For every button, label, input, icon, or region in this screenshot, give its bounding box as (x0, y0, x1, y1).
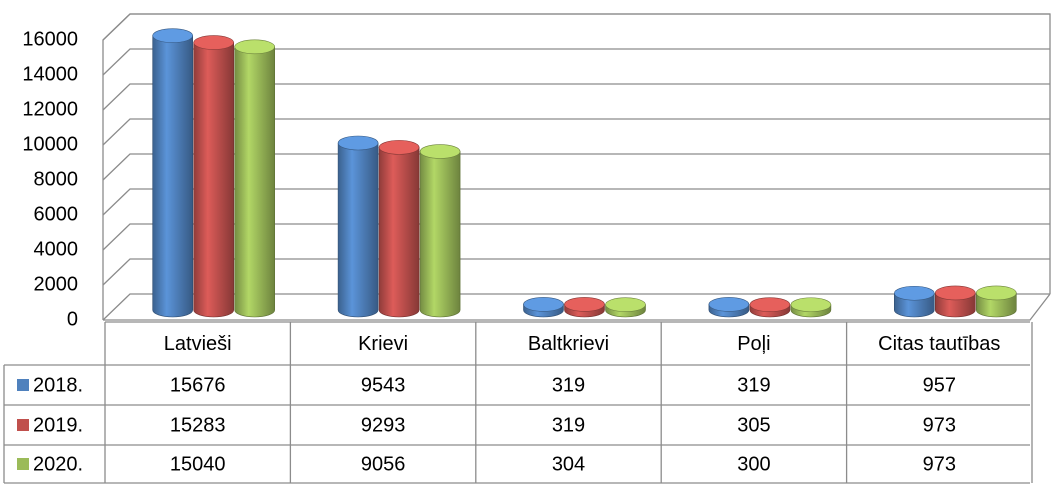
y-tick-label: 0 (67, 308, 78, 330)
table-value: 9543 (361, 374, 406, 396)
cylinder-top (152, 28, 193, 43)
grid-line (102, 118, 1050, 146)
x-tick-label: Latvieši (164, 333, 232, 355)
cylinder-top (934, 285, 976, 301)
cylinder-top (708, 297, 750, 312)
cylinder-top (193, 35, 234, 50)
y-tick-label: 6000 (34, 203, 79, 225)
cylinder-top (337, 135, 379, 151)
grid-line (102, 13, 1050, 41)
table-value: 319 (552, 414, 585, 436)
cylinder (152, 35, 193, 318)
cylinder (419, 151, 461, 318)
legend-label: 2019. (33, 414, 83, 436)
grid-line (102, 83, 1050, 111)
floor (103, 293, 1051, 321)
table-value: 957 (923, 374, 956, 396)
table-value: 15283 (170, 414, 226, 436)
legend-label: 2020. (33, 453, 83, 475)
table-value: 300 (737, 453, 770, 475)
cylinder-top (564, 297, 605, 312)
table-value: 973 (923, 414, 956, 436)
cylinder-top (975, 285, 1017, 301)
grid-line (102, 188, 1050, 216)
x-tick-label: Krievi (358, 333, 408, 355)
grid-line (102, 223, 1050, 251)
y-tick-label: 14000 (22, 63, 78, 85)
cylinder-top (419, 144, 461, 159)
table-value: 319 (552, 374, 585, 396)
cylinder-top (523, 297, 564, 312)
grid-line (102, 48, 1050, 76)
legend-swatch (17, 458, 29, 470)
table-value: 9056 (361, 453, 406, 475)
table-value: 305 (737, 414, 770, 436)
cylinder-top (749, 297, 791, 312)
grid-line (102, 258, 1050, 286)
cylinder (193, 42, 234, 318)
legend-label: 2018. (33, 374, 83, 396)
cylinder-top (790, 297, 832, 313)
grid-line (102, 293, 1050, 321)
table-value: 15040 (170, 453, 226, 475)
table-value: 15676 (170, 374, 226, 396)
table-value: 973 (923, 453, 956, 475)
x-tick-label: Citas tautības (878, 333, 1000, 355)
x-tick-label: Baltkrievi (528, 333, 609, 355)
grid-line (102, 153, 1050, 181)
y-tick-label: 4000 (34, 238, 79, 260)
table-value: 304 (552, 453, 585, 475)
cylinder-top (893, 285, 935, 301)
cylinder (337, 142, 379, 318)
cylinder-top (234, 39, 275, 55)
y-tick-label: 16000 (22, 28, 78, 50)
y-tick-label: 10000 (22, 133, 78, 155)
cylinder-top (605, 297, 646, 312)
cylinder (378, 147, 420, 318)
y-tick-label: 12000 (22, 98, 78, 120)
cylinder (234, 46, 275, 318)
legend-swatch (17, 379, 29, 391)
table-value: 319 (737, 374, 770, 396)
table-value: 9293 (361, 414, 406, 436)
cylinder-top (378, 140, 420, 155)
x-tick-label: Poļi (737, 333, 770, 355)
y-tick-label: 8000 (34, 168, 79, 190)
legend-swatch (17, 419, 29, 431)
y-tick-label: 2000 (34, 273, 79, 295)
